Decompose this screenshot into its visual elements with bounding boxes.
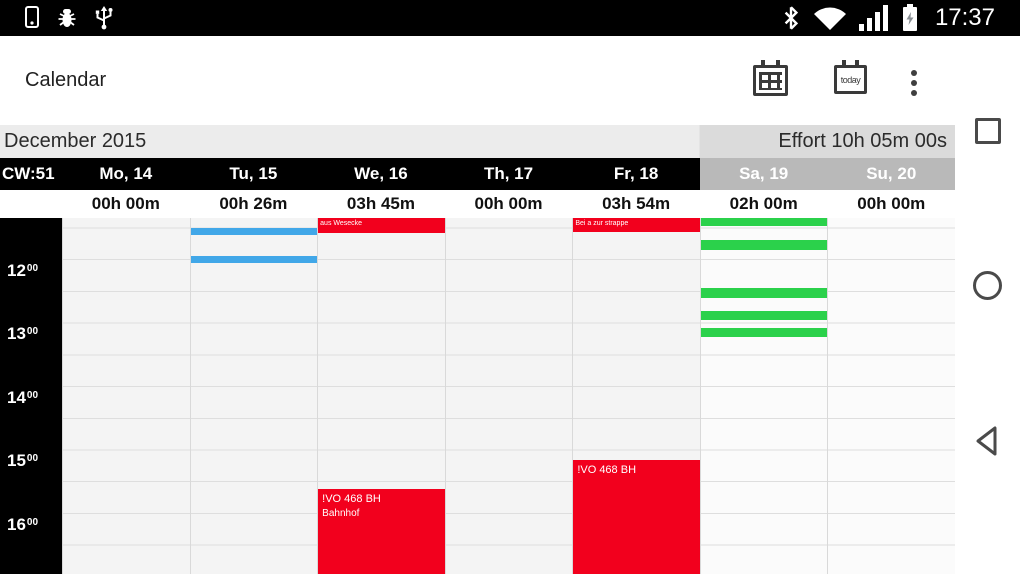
back-triangle-icon	[976, 426, 996, 456]
event-green-bar[interactable]	[700, 328, 828, 337]
day-column-fr-18[interactable]: Bei a zur strappe !VO 468 BH	[572, 218, 700, 574]
calendar-grid-icon	[753, 60, 788, 96]
status-bar-system-icons: 17:37	[781, 4, 995, 32]
back-button[interactable]	[955, 424, 1020, 458]
day-header-we-16[interactable]: We, 16	[354, 164, 408, 183]
time-label-12: 1200	[7, 261, 39, 280]
overflow-menu-button[interactable]	[905, 64, 923, 102]
usb-icon	[95, 6, 113, 30]
month-label: December 2015	[4, 130, 147, 152]
home-button[interactable]	[955, 271, 1020, 300]
bluetooth-icon	[784, 6, 799, 30]
effort-we-16: 03h 45m	[346, 194, 415, 213]
effort-row-spacer	[0, 190, 62, 218]
status-bar-notification-icons	[24, 5, 114, 31]
signal-strength-icon	[858, 5, 888, 31]
calendar-view-button[interactable]	[753, 60, 788, 96]
navigation-bar	[955, 36, 1020, 574]
recents-button[interactable]	[955, 118, 1020, 144]
calendar-grid: 1200 1300 1400 1500 1600 aus Wesecke !VO…	[0, 218, 956, 574]
daily-effort-row: 00h 00m 00h 26m 03h 45m 00h 00m 03h 54m …	[0, 190, 955, 218]
event-green-bar[interactable]	[700, 288, 828, 298]
calendar-week-label: CW:51	[2, 164, 55, 183]
event-blue-bar[interactable]	[190, 256, 318, 263]
more-options-icon	[905, 64, 923, 102]
status-bar-clock: 17:37	[934, 4, 995, 31]
effort-tu-15: 00h 26m	[219, 194, 288, 213]
today-icon-label: today	[840, 74, 861, 85]
event-blue-bar[interactable]	[190, 228, 318, 235]
wifi-icon	[813, 7, 846, 30]
device-icon	[25, 6, 39, 28]
page-title: Calendar	[25, 69, 107, 91]
effort-sa-19: 02h 00m	[729, 194, 798, 213]
app-content: Calendar today December 2015 Effort 10h …	[0, 36, 956, 574]
day-column-tu-15[interactable]	[189, 218, 318, 574]
effort-th-17: 00h 00m	[474, 194, 543, 213]
today-button[interactable]: today	[834, 60, 867, 94]
week-header: CW:51 Mo, 14 Tu, 15 We, 16 Th, 17 Fr, 18…	[0, 158, 956, 190]
time-axis: 1200 1300 1400 1500 1600	[0, 218, 62, 574]
recents-square-icon	[974, 118, 1001, 144]
event-vo-468-bh[interactable]: !VO 468 BH Bahnhof	[318, 489, 445, 574]
day-column-we-16[interactable]: aus Wesecke !VO 468 BH Bahnhof	[317, 218, 445, 574]
day-column-mo-14[interactable]	[62, 218, 190, 574]
home-circle-icon	[973, 271, 1002, 300]
time-label-14: 1400	[7, 388, 39, 407]
event-red-morning[interactable]: aus Wesecke	[318, 218, 445, 233]
day-column-th-17[interactable]	[444, 218, 573, 574]
effort-su-20: 00h 00m	[857, 194, 926, 213]
day-header-fr-18[interactable]: Fr, 18	[613, 164, 659, 183]
event-vo-468-bh[interactable]: !VO 468 BH	[573, 460, 700, 574]
status-bar: 17:37	[0, 0, 1020, 36]
event-green-bar[interactable]	[700, 311, 828, 320]
event-red-morning[interactable]: Bei a zur strappe	[573, 218, 700, 232]
day-column-sa-19[interactable]	[699, 218, 828, 574]
day-header-th-17[interactable]: Th, 17	[483, 164, 534, 183]
app-toolbar: Calendar today	[0, 36, 955, 125]
event-green-bar[interactable]	[700, 218, 828, 226]
day-header-tu-15[interactable]: Tu, 15	[229, 164, 278, 183]
time-label-13: 1300	[7, 324, 39, 343]
event-green-bar[interactable]	[700, 240, 828, 250]
today-calendar-icon: today	[834, 60, 867, 94]
summary-bar: December 2015 Effort 10h 05m 00s	[0, 125, 955, 158]
total-effort-label: Effort 10h 05m 00s	[778, 130, 947, 152]
effort-mo-14: 00h 00m	[91, 194, 160, 213]
day-header-sa-19[interactable]: Sa, 19	[699, 158, 828, 190]
time-label-16: 1600	[7, 515, 39, 534]
effort-fr-18: 03h 54m	[602, 194, 671, 213]
day-header-su-20[interactable]: Su, 20	[827, 158, 956, 190]
time-label-15: 1500	[7, 451, 39, 470]
battery-charging-icon	[902, 4, 917, 31]
day-header-mo-14[interactable]: Mo, 14	[99, 164, 153, 183]
usb-debugging-bug-icon	[58, 9, 76, 27]
day-column-su-20[interactable]	[827, 218, 956, 574]
